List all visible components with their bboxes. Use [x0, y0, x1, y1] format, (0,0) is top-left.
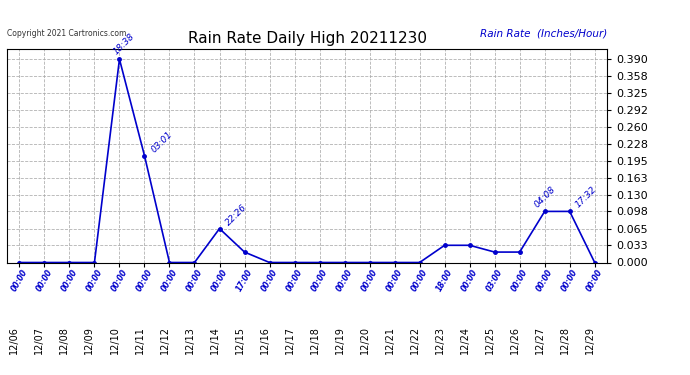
Text: 17:00: 17:00 — [235, 268, 255, 293]
Text: Rain Rate  (Inches/Hour): Rain Rate (Inches/Hour) — [480, 28, 607, 38]
Text: 00:00: 00:00 — [385, 268, 404, 293]
Text: 00:00: 00:00 — [59, 268, 79, 293]
Text: 17:32: 17:32 — [573, 185, 598, 210]
Text: Copyright 2021 Cartronics.com: Copyright 2021 Cartronics.com — [7, 29, 126, 38]
Text: 12/26: 12/26 — [510, 326, 520, 354]
Text: 00:00: 00:00 — [410, 268, 429, 293]
Text: 00:00: 00:00 — [310, 268, 329, 293]
Text: 12/27: 12/27 — [535, 326, 544, 354]
Text: 12/10: 12/10 — [110, 326, 119, 354]
Text: 00:00: 00:00 — [10, 268, 29, 293]
Text: 12/22: 12/22 — [410, 326, 420, 354]
Text: 12/08: 12/08 — [59, 326, 70, 354]
Text: 00:00: 00:00 — [535, 268, 555, 293]
Text: 00:00: 00:00 — [110, 268, 129, 293]
Text: 12/09: 12/09 — [84, 326, 95, 354]
Text: 00:00: 00:00 — [585, 268, 604, 293]
Text: 00:00: 00:00 — [460, 268, 480, 293]
Text: 12/13: 12/13 — [184, 326, 195, 354]
Text: 12/07: 12/07 — [34, 326, 44, 354]
Text: 00:00: 00:00 — [510, 268, 529, 293]
Text: 03:01: 03:01 — [150, 130, 174, 154]
Text: 12/14: 12/14 — [210, 326, 219, 354]
Text: 12/06: 12/06 — [10, 326, 19, 354]
Text: 12/12: 12/12 — [159, 326, 170, 354]
Text: 12/29: 12/29 — [584, 326, 595, 354]
Title: Rain Rate Daily High 20211230: Rain Rate Daily High 20211230 — [188, 31, 426, 46]
Text: 12/18: 12/18 — [310, 326, 319, 354]
Text: 18:38: 18:38 — [112, 32, 137, 57]
Text: 00:00: 00:00 — [285, 268, 304, 293]
Text: 12/21: 12/21 — [384, 326, 395, 354]
Text: 12/16: 12/16 — [259, 326, 270, 354]
Text: 22:26: 22:26 — [224, 203, 249, 228]
Text: 00:00: 00:00 — [359, 268, 380, 293]
Text: 00:00: 00:00 — [259, 268, 279, 293]
Text: 12/20: 12/20 — [359, 326, 370, 354]
Text: 18:00: 18:00 — [435, 268, 455, 293]
Text: 04:08: 04:08 — [532, 185, 557, 210]
Text: 00:00: 00:00 — [159, 268, 179, 293]
Text: 12/25: 12/25 — [484, 326, 495, 354]
Text: 12/15: 12/15 — [235, 326, 244, 354]
Text: 00:00: 00:00 — [210, 268, 229, 293]
Text: 00:00: 00:00 — [85, 268, 104, 293]
Text: 00:00: 00:00 — [335, 268, 355, 293]
Text: 03:00: 03:00 — [485, 268, 504, 293]
Text: 00:00: 00:00 — [185, 268, 204, 293]
Text: 12/24: 12/24 — [460, 326, 470, 354]
Text: 12/23: 12/23 — [435, 326, 444, 354]
Text: 00:00: 00:00 — [135, 268, 155, 293]
Text: 00:00: 00:00 — [34, 268, 55, 293]
Text: 12/17: 12/17 — [284, 326, 295, 354]
Text: 12/19: 12/19 — [335, 326, 344, 354]
Text: 00:00: 00:00 — [560, 268, 580, 293]
Text: 12/11: 12/11 — [135, 326, 144, 354]
Text: 12/28: 12/28 — [560, 326, 570, 354]
